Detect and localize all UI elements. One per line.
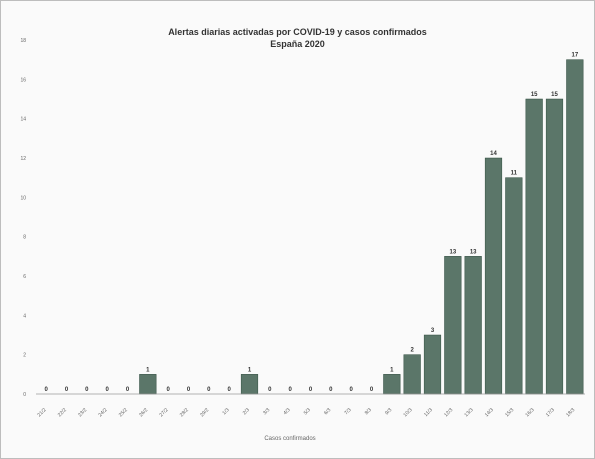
- y-tick-label: 8: [23, 235, 26, 241]
- data-label: 1: [248, 367, 252, 373]
- y-tick-label: 4: [23, 313, 26, 319]
- x-tick-label: 25/2: [118, 407, 129, 418]
- x-tick-label: 7/3: [343, 407, 352, 416]
- x-tick-label: 26/2: [138, 407, 149, 418]
- bar: [566, 59, 584, 395]
- data-label: 15: [531, 92, 538, 98]
- x-tick-label: 28/2: [179, 407, 190, 418]
- data-label: 0: [126, 387, 130, 393]
- x-tick-label: 14/3: [484, 407, 495, 418]
- x-tick-label: 13/3: [463, 407, 474, 418]
- data-label: 11: [511, 171, 518, 177]
- data-label: 0: [65, 387, 69, 393]
- y-tick-label: 2: [23, 353, 26, 359]
- data-label: 0: [227, 387, 231, 393]
- x-tick-label: 8/3: [364, 407, 373, 416]
- x-tick-label: 11/3: [423, 407, 434, 418]
- x-tick-label: 9/3: [384, 407, 393, 416]
- bar: [484, 157, 503, 395]
- data-label: 0: [44, 387, 48, 393]
- data-label: 17: [571, 53, 578, 59]
- x-tick-label: 23/2: [77, 407, 88, 418]
- x-tick-label: 16/3: [524, 407, 535, 418]
- y-tick-label: 16: [20, 77, 26, 83]
- bar: [545, 98, 564, 395]
- x-tick-label: 27/2: [158, 407, 169, 418]
- x-tick-label: 29/2: [199, 407, 210, 418]
- data-label: 0: [288, 387, 292, 393]
- data-label: 0: [370, 387, 374, 393]
- chart-title: Alertas diarias activadas por COVID-19 y…: [0, 26, 595, 50]
- x-axis-title: Casos confirmados: [264, 436, 315, 442]
- data-label: 13: [470, 249, 477, 255]
- data-label: 0: [349, 387, 353, 393]
- y-tick-label: 6: [23, 274, 26, 280]
- bar: [403, 354, 421, 395]
- x-tick-label: 18/3: [565, 407, 576, 418]
- x-tick-label: 24/2: [97, 407, 108, 418]
- y-tick-label: 14: [20, 117, 26, 123]
- data-label: 0: [105, 387, 109, 393]
- y-axis: 0 2 4 6 8 10 12 14 16 18: [20, 38, 26, 398]
- data-label: 1: [146, 367, 150, 373]
- data-label: 0: [187, 387, 191, 393]
- data-label: 0: [207, 387, 211, 393]
- chart-title-main: Alertas diarias activadas por COVID-19 y…: [168, 27, 427, 37]
- x-tick-label: 15/3: [504, 407, 515, 418]
- x-tick-label: 2/3: [242, 407, 251, 416]
- bar: [139, 374, 157, 395]
- x-tick-label: 12/3: [443, 407, 454, 418]
- data-label: 3: [431, 328, 435, 334]
- bar: [525, 98, 543, 395]
- data-label: 14: [490, 151, 497, 157]
- x-tick-label: 3/3: [262, 407, 271, 416]
- x-tick-label: 4/3: [282, 407, 291, 416]
- x-axis: 21/2 22/2 23/2 24/2 25/2 26/2 27/2 28/2 29/2 1/3 2…: [36, 393, 585, 418]
- x-tick-label: 10/3: [402, 407, 413, 418]
- y-tick-label: 0: [23, 392, 26, 398]
- data-label: 0: [85, 387, 89, 393]
- data-label: 2: [410, 348, 414, 354]
- x-tick-label: 1/3: [221, 407, 230, 416]
- bar: [464, 256, 482, 395]
- x-tick-label: 21/2: [36, 407, 47, 418]
- x-tick-label: 5/3: [303, 407, 312, 416]
- bar: [505, 177, 523, 395]
- y-tick-label: 18: [20, 38, 26, 44]
- bar: [423, 334, 442, 395]
- bar: [240, 374, 259, 395]
- data-label: 15: [551, 92, 558, 98]
- x-tick-label: 6/3: [323, 407, 332, 416]
- chart-subtitle: España 2020: [270, 39, 325, 49]
- bar: [444, 256, 462, 395]
- data-label: 1: [390, 367, 394, 373]
- y-tick-label: 12: [20, 156, 26, 162]
- data-label: 0: [329, 387, 333, 393]
- y-tick-label: 10: [20, 195, 26, 201]
- x-tick-label: 22/2: [57, 407, 68, 418]
- data-label: 13: [449, 249, 456, 255]
- x-tick-label: 17/3: [545, 407, 556, 418]
- data-label: 0: [309, 387, 313, 393]
- bar: [383, 374, 401, 395]
- bars: 0 0 0 0 0 1 0 0 0 0 1 0 0 0 0 0 0 1 2 3 13 13 14 11 15 15 17: [44, 53, 584, 395]
- data-label: 0: [166, 387, 170, 393]
- data-label: 0: [268, 387, 272, 393]
